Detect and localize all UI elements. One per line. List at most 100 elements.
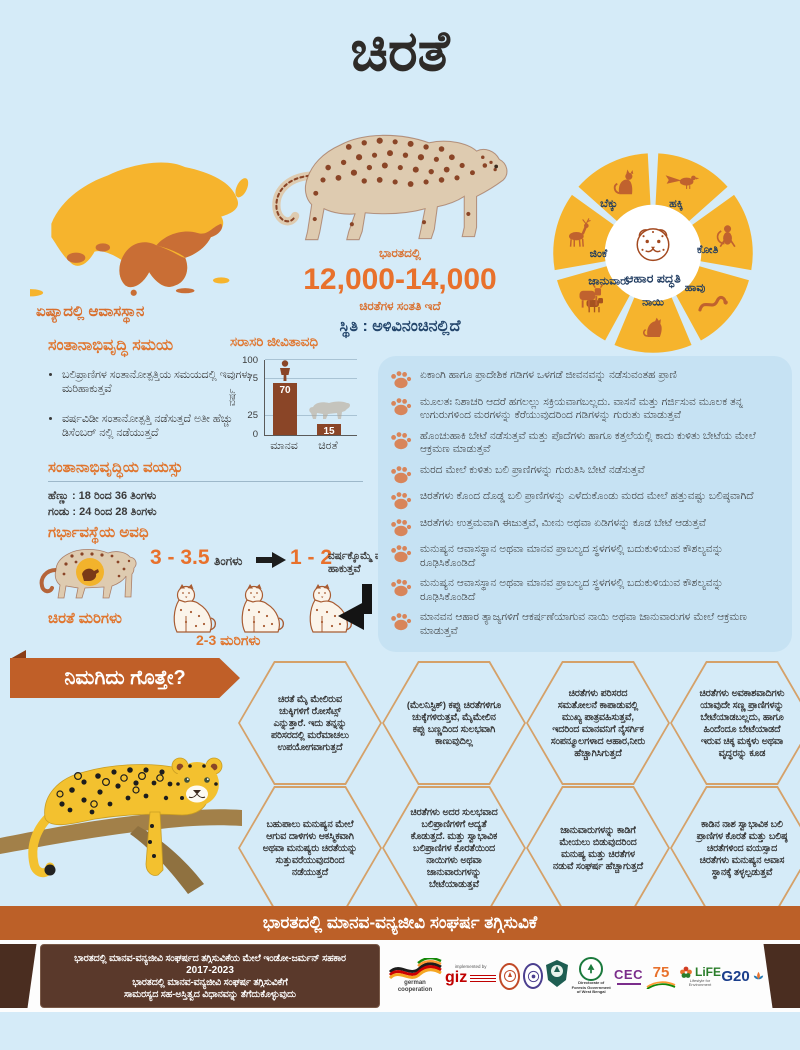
cooperation-line3: ಭಾರತದಲ್ಲಿ ಮಾನವ-ವನ್ಯಜೀವಿ ಸಂಘರ್ಷ ತಗ್ಗಿಸುವಿ… — [132, 976, 288, 987]
breeding-age-heading: ಸಂತಾನಾಭಿವೃದ್ಧಿಯ ವಯಸ್ಸು — [48, 459, 363, 482]
leopard-rosettes — [59, 764, 218, 858]
banner-text: ಭಾರತದಲ್ಲಿ ಮಾನವ-ವನ್ಯಜೀವಿ ಸಂಘರ್ಷ ತಗ್ಗಿಸುವಿ… — [262, 913, 538, 932]
fact-row: ಏಕಾಂಗಿ ಹಾಗೂ ಪ್ರಾದೇಶಿಕ ಗಡಿಗಳ ಒಳಗಡೆ ಜೀವನವನ… — [390, 369, 780, 389]
fact-row: ಹೊಂಚುಹಾಕಿ ಬೇಟೆ ನಡೆಸುತ್ತವೆ ಮತ್ತು ಪೊದೆಗಳು … — [390, 430, 780, 458]
life-wordmark: LiFE — [695, 964, 721, 979]
y-axis-label: ವರ್ಷ — [227, 388, 239, 407]
fact-text: ಚಿರತೆಗಳು ಕೊಂದ ದೊಡ್ಡ ಬಲಿ ಪ್ರಾಣಿಗಳನ್ನು ಎಳೆ… — [420, 490, 754, 503]
leopard-face-icon — [636, 228, 670, 262]
deer-icon — [569, 218, 591, 247]
pheasant-icon — [665, 175, 700, 189]
leopard-tail — [272, 171, 314, 226]
giz-logo: implemented by giz — [445, 964, 497, 988]
india-flag-swoosh-icon — [646, 980, 676, 989]
fact-row: ಮರದ ಮೇಲೆ ಕುಳಿತು ಬಲಿ ಪ್ರಾಣಿಗಳನ್ನು ಗುರುತಿಸ… — [390, 464, 780, 484]
x-label-leopard: ಚಿರತೆ — [318, 440, 338, 452]
paw-icon — [391, 518, 412, 536]
leopard-eye — [494, 164, 499, 169]
population-line2: ಚಿರತೆಗಳ ಸಂತತಿ ಇದೆ — [359, 299, 441, 313]
conservation-status: ಸ್ಥಿತಿ : ಅಳಿವಿನಂಚಿನಲ್ಲಿದೆ — [339, 318, 461, 335]
leopard-on-branch-illustration — [0, 757, 242, 894]
lifespan-chart: ಸರಾಸರಿ ಜೀವಿತಾವಧಿ ವರ್ಷ 100 75 25 0 70 15 … — [227, 334, 375, 460]
fact-hexagon: ಬಹುಪಾಲು ಮನುಷ್ಯನ ಮೇಲೆ ಆಗುವ ದಾಳಿಗಳು ಆಕಸ್ಮಿ… — [238, 786, 382, 910]
breeding-age-male: ಗಂಡು : 24 ರಿಂದ 28 ತಿಂಗಳು — [48, 506, 157, 518]
fact-text: ಮನುಷ್ಯನ ಆವಾಸಸ್ಥಾನ ಅಥವಾ ಮಾನವ ಪ್ರಾಬಲ್ಯದ ಸ್… — [420, 543, 724, 570]
svg-text:ಜಿಂಕೆ: ಜಿಂಕೆ — [590, 248, 608, 260]
tree-branch — [0, 809, 242, 854]
hexagon-text: ಜಾನುವಾರುಗಳನ್ನು ಕಾಡಿಗೆ ಮೇಯಲು ಬಿಡುವುದರಿಂದ … — [552, 824, 644, 872]
leopard-spots — [312, 137, 497, 227]
cooperation-line4: ಸಾಮರಸ್ಯದ ಸಹ-ಅಸ್ತಿತ್ವದ ವಿಧಾನವನ್ನು ತೆಗೆದುಕ… — [124, 988, 296, 999]
leopard-cubs-icon — [173, 584, 353, 633]
wheel-center-label: ಆಹಾರ ಪದ್ಧತಿ — [625, 271, 681, 288]
y-tick: 0 — [252, 429, 258, 440]
list-item: ವರ್ಷವಿಡೀ ಸಂತಾನೋತ್ಪತ್ತಿ ನಡೆಸುತ್ತದೆ ಅತೀ ಹೆ… — [62, 412, 252, 440]
snake-icon — [698, 295, 728, 312]
fact-hexagon: ಜಾನುವಾರುಗಳನ್ನು ಕಾಡಿಗೆ ಮೇಯಲು ಬಿಡುವುದರಿಂದ … — [526, 786, 670, 910]
svg-text:ಹಾವು: ಹಾವು — [685, 282, 706, 294]
pregnant-leopard-icon — [39, 548, 137, 599]
paw-icon — [391, 431, 412, 449]
litter-frequency: 1 - 2 — [290, 546, 333, 569]
svg-text:ನಾಯಿ: ನಾಯಿ — [642, 297, 664, 309]
gestation-unit: ತಿಂಗಳು — [214, 554, 243, 568]
breeding-age-female: ಹೆಣ್ಣು : 18 ರಿಂದ 36 ತಿಂಗಳು — [48, 490, 157, 502]
state-emblem-icon — [499, 962, 521, 990]
cooperation-line1: ಭಾರತದಲ್ಲಿ ಮಾನವ-ವನ್ಯಜೀವಿ ಸಂಘರ್ಷದ ತಗ್ಗಿಸುವ… — [74, 952, 346, 963]
right-arrow-icon — [256, 552, 286, 568]
hexagon-text: ಕಾಡಿನ ನಾಶ ಸ್ವಾಭಾವಿಕ ಬಲಿ ಪ್ರಾಣಿಗಳ ಕೊರತೆ ಮ… — [696, 818, 788, 878]
habitat-caption: ಏಷ್ಯಾದಲ್ಲಿ ಆವಾಸಸ್ಥಾನ — [36, 303, 145, 320]
monkey-icon — [716, 225, 736, 248]
paw-icon — [391, 371, 412, 389]
bar-leopard: 15 — [317, 423, 341, 437]
g20-wordmark: G20 — [721, 967, 750, 985]
fact-row: ಮೂಲತಃ ನಿಶಾಚರಿ ಆದರೆ ಹಗಲಲ್ಲು ಸಕ್ರಿಯವಾಗಬಲ್ಲ… — [390, 396, 780, 424]
wheel-labels: ಹಕ್ಕಿ ಕೋತಿ ಹಾವು ನಾಯಿ ಜಾನುವಾರು ಜಿಂಕೆ ಬೆಕ್… — [588, 198, 718, 309]
asia-habitat-map — [30, 162, 249, 297]
cec-logo: CEC — [614, 967, 643, 985]
lotus-icon — [753, 971, 763, 979]
leopard-head — [175, 762, 219, 806]
fact-hexagon: ಚಿರತೆಗಳು ಅವಕಾಶವಾದಿಗಳು ಯಾವುದೇ ಸಣ್ಣ ಪ್ರಾಣಿ… — [670, 661, 800, 785]
fact-row: ಚಿರತೆಗಳು ಉತ್ತಮವಾಗಿ ಈಜುತ್ತವೆ, ಮೀನು ಅಥವಾ ಏ… — [390, 517, 780, 537]
svg-text:ಜಾನುವಾರು: ಜಾನುವಾರು — [588, 276, 630, 288]
population-line1: ಭಾರತದಲ್ಲಿ — [379, 246, 421, 260]
paw-icon — [391, 579, 412, 597]
fact-text: ಚಿರತೆಗಳು ಉತ್ತಮವಾಗಿ ಈಜುತ್ತವೆ, ಮೀನು ಅಥವಾ ಏ… — [420, 516, 706, 529]
g20-logo: G20 — [721, 967, 763, 985]
leopard-face-details — [641, 230, 665, 251]
chart-title: ಸರಾಸರಿ ಜೀವಿತಾವಧಿ — [230, 334, 319, 349]
bent-arrow-icon — [338, 584, 372, 630]
german-cooperation-logo: german cooperation — [388, 958, 442, 993]
life-logo: LiFE Lifestyle for Environment — [679, 965, 721, 988]
svg-text:ಹಕ್ಕಿ: ಹಕ್ಕಿ — [669, 198, 683, 211]
hexagon-text: ಚಿರತೆಗಳು ಅದರ ಸುಲಭವಾದ ಬಲಿಪ್ರಾಣಿಗಳಿಗೆ ಆದ್ಯ… — [410, 806, 498, 890]
leopard-watermark-icon — [309, 401, 350, 419]
life-flower-icon — [680, 966, 692, 978]
life-sublabel: Lifestyle for Environment — [688, 977, 712, 987]
fact-row: ಮಾನವನ ಆಹಾರ ತ್ಯಾಜ್ಯಗಳಿಗೆ ಆಕರ್ಷಣೆಯಾಗುವ ನಾಯ… — [390, 611, 780, 639]
svg-text:ಕೋತಿ: ಕೋತಿ — [697, 244, 719, 256]
population-block: ಭಾರತದಲ್ಲಿ 12,000-14,000 ಚಿರತೆಗಳ ಸಂತತಿ ಇದ… — [285, 246, 515, 336]
campaign-banner: ಭಾರತದಲ್ಲಿ ಮಾನವ-ವನ್ಯಜೀವಿ ಸಂಘರ್ಷ ತಗ್ಗಿಸುವಿ… — [0, 906, 800, 940]
azadi-75-logo: 75 — [646, 964, 676, 989]
leopard-illustration — [272, 134, 508, 241]
bar-value: 70 — [279, 384, 291, 396]
asia-landmass — [51, 162, 239, 288]
page-title: ಚಿರತೆ — [350, 19, 450, 82]
fact-row: ಚಿರತೆಗಳು ಕೊಂದ ದೊಡ್ಡ ಬಲಿ ಪ್ರಾಣಿಗಳನ್ನು ಎಳೆ… — [390, 490, 780, 510]
gestation-heading: ಗರ್ಭಾವಸ್ಥೆಯ ಅವಧಿ — [48, 524, 149, 541]
fact-text: ಏಕಾಂಗಿ ಹಾಗೂ ಪ್ರಾದೇಶಿಕ ಗಡಿಗಳ ಒಳಗಡೆ ಜೀವನವನ… — [420, 369, 677, 381]
fact-hexagon: ಕಾಡಿನ ನಾಶ ಸ್ವಾಭಾವಿಕ ಬಲಿ ಪ್ರಾಣಿಗಳ ಕೊರತೆ ಮ… — [670, 786, 800, 910]
german-cooperation-flag-icon — [388, 958, 442, 980]
hexagon-text: (ಮೆಲನಿಸ್ಟಿಕ್) ಕಪ್ಪು ಚಿರತೆಗಳಿಗೂ ಚುಕ್ಕೆಗಳಿ… — [406, 699, 502, 747]
paw-icon — [391, 465, 412, 483]
cubs-count: 2-3 ಮರಿಗಳು — [196, 632, 261, 648]
west-bengal-forests-label: Directorate of Forests Government of Wes… — [571, 980, 611, 995]
karnataka-emblem-icon — [523, 963, 544, 989]
x-label-human: ಮಾನವ — [270, 440, 298, 452]
hexagon-text: ಚಿರತೆಗಳು ಅವಕಾಶವಾದಿಗಳು ಯಾವುದೇ ಸಣ್ಣ ಪ್ರಾಣಿ… — [699, 687, 785, 759]
facts-panel: ಏಕಾಂಗಿ ಹಾಗೂ ಪ್ರಾದೇಶಿಕ ಗಡಿಗಳ ಒಳಗಡೆ ಜೀವನವನ… — [378, 356, 792, 652]
paw-icon — [391, 397, 412, 415]
fact-row: ಮನುಷ್ಯನ ಆವಾಸಸ್ಥಾನ ಅಥವಾ ಮಾನವ ಪ್ರಾಬಲ್ಯದ ಸ್… — [390, 577, 780, 605]
